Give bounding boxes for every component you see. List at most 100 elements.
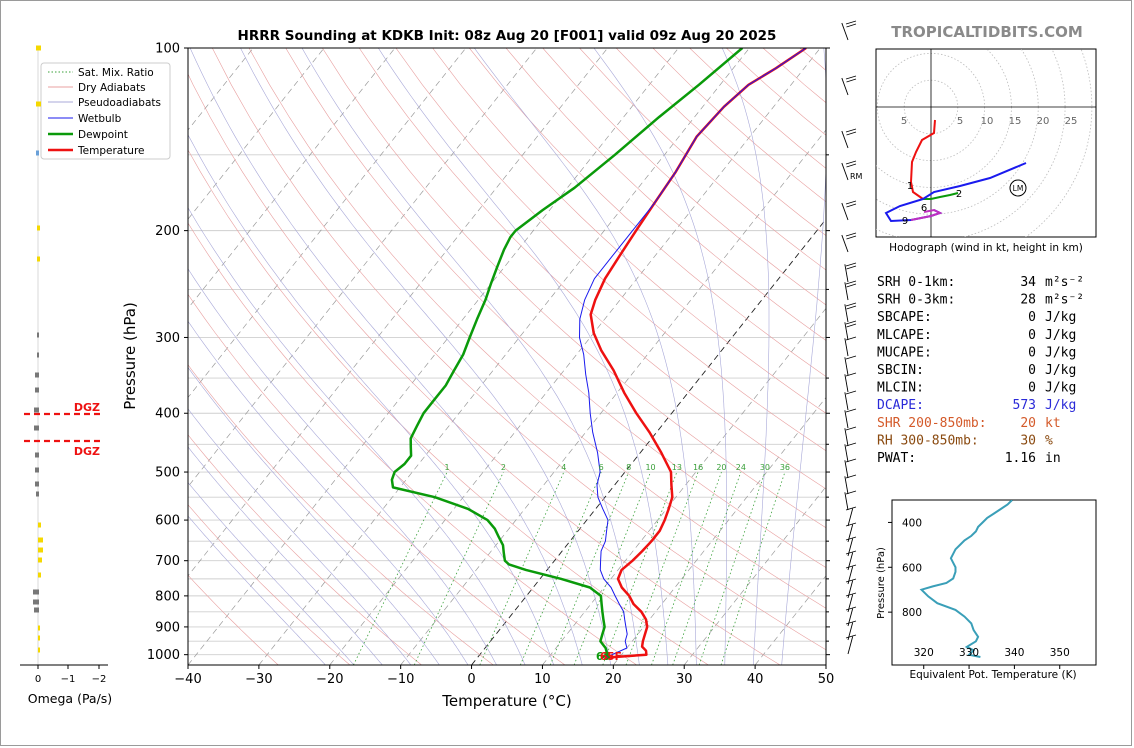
brand-watermark: TROPICALTIDBITS.COM [891, 23, 1083, 41]
omega-bar [38, 647, 40, 653]
wind-barb [844, 355, 857, 376]
mixing-ratio-line [573, 471, 651, 665]
wind-barb [845, 634, 857, 655]
barb-flag [845, 320, 857, 325]
x-tick-label: 30 [676, 672, 693, 687]
pseudoadiabat [188, 268, 497, 665]
x-tick-label: 50 [818, 672, 835, 687]
surface-dewpoint-label: 65 [596, 651, 611, 663]
y-tick-label: 200 [155, 224, 180, 239]
pseudoadiabat [378, 48, 669, 665]
omega-axis-label: Omega (Pa/s) [28, 691, 112, 706]
barb-staff [841, 162, 849, 181]
omega-bar [36, 45, 41, 51]
barb-flag [845, 550, 857, 555]
dry-adiabat [188, 574, 279, 665]
theta-y-tick-label: 400 [902, 517, 922, 529]
wind-barb [841, 20, 857, 41]
stat-label: MLCAPE: [877, 328, 932, 343]
stat-value: 34 [1020, 275, 1036, 290]
barb-staff [844, 322, 849, 341]
mixing-ratio-line [720, 471, 786, 665]
isotherm [471, 218, 826, 665]
omega-bar [36, 491, 39, 497]
mixing-ratio-line [625, 471, 699, 665]
mixing-ratio-line [413, 471, 504, 665]
isotherm [0, 48, 41, 665]
hodograph-caption: Hodograph (wind in kt, height in km) [889, 242, 1083, 254]
barb-flag [845, 458, 857, 463]
mixing-ratio-label: 16 [693, 463, 703, 472]
barb-flag [846, 78, 857, 83]
barb-flag [845, 280, 857, 285]
barb-flag [845, 522, 857, 527]
barb-staff [844, 410, 849, 429]
stat-value: 0 [1028, 345, 1036, 360]
hodograph-ring-label: 15 [1009, 116, 1022, 127]
omega-bar [36, 101, 41, 107]
stat-value: 28 [1020, 293, 1036, 308]
isotherm [258, 48, 750, 665]
hodograph-0-1km [909, 119, 936, 200]
wind-barb [844, 474, 857, 495]
stat-unit: in [1045, 451, 1061, 466]
wind-barb [844, 262, 857, 283]
wind-barb [844, 372, 857, 393]
mixing-ratio-line [519, 471, 602, 665]
legend-label: Sat. Mix. Ratio [78, 67, 154, 79]
x-axis-label: Temperature (°C) [441, 692, 571, 710]
dry-adiabat [188, 222, 638, 665]
omega-bar [38, 635, 40, 641]
wind-barb [841, 200, 857, 221]
lm-marker-label: LM [1013, 184, 1024, 193]
isotherm [188, 48, 538, 488]
hodograph-ring-label: 5 [901, 116, 907, 127]
barb-flag [846, 131, 857, 136]
skewt-plot-area [187, 47, 827, 666]
omega-bar [34, 607, 39, 613]
wind-barb [844, 320, 857, 341]
barb-flag [845, 128, 857, 133]
omega-bar [37, 332, 39, 338]
y-tick-label: 100 [155, 42, 180, 57]
lm-marker [1009, 179, 1027, 197]
wind-barb [844, 490, 857, 511]
barb-staff [844, 338, 849, 357]
legend-label: Dry Adiabats [78, 82, 146, 94]
barb-flag [845, 474, 857, 479]
pseudoadiabat [188, 320, 469, 665]
stat-label: DCAPE: [877, 398, 924, 413]
isotherm [400, 129, 826, 665]
y-tick-label: 900 [155, 620, 180, 635]
wind-barb [841, 232, 857, 253]
omega-tick: −1 [61, 674, 76, 685]
wind-barb [844, 458, 857, 479]
barb-flag [845, 578, 857, 583]
mixing-ratio-label: 36 [780, 463, 790, 472]
isotherm [542, 307, 826, 665]
omega-strip [20, 45, 108, 669]
barb-flag [845, 620, 857, 625]
dry-adiabat [248, 48, 826, 609]
x-tick-label: 40 [747, 672, 764, 687]
wind-barb [844, 442, 857, 463]
stat-unit: % [1045, 433, 1053, 448]
barb-staff [844, 428, 849, 447]
mixing-ratio-label: 4 [561, 463, 566, 472]
pseudoadiabat [188, 408, 412, 665]
isotherm [613, 396, 826, 665]
hodograph-height-label: 2 [956, 189, 962, 200]
mixing-ratio-label: 13 [672, 463, 682, 472]
barb-staff [847, 636, 854, 655]
mixing-ratio-label: 10 [645, 463, 655, 472]
hodograph-height-label: 1 [907, 181, 913, 192]
legend-label: Temperature [77, 145, 145, 157]
x-tick-label: −40 [174, 672, 201, 687]
barb-staff [841, 234, 849, 253]
barb-flag [845, 506, 857, 511]
wind-barb [841, 128, 857, 149]
stat-unit: J/kg [1045, 381, 1076, 396]
temperature-line [589, 48, 807, 660]
barb-flag [846, 23, 857, 28]
omega-bar [38, 522, 41, 528]
